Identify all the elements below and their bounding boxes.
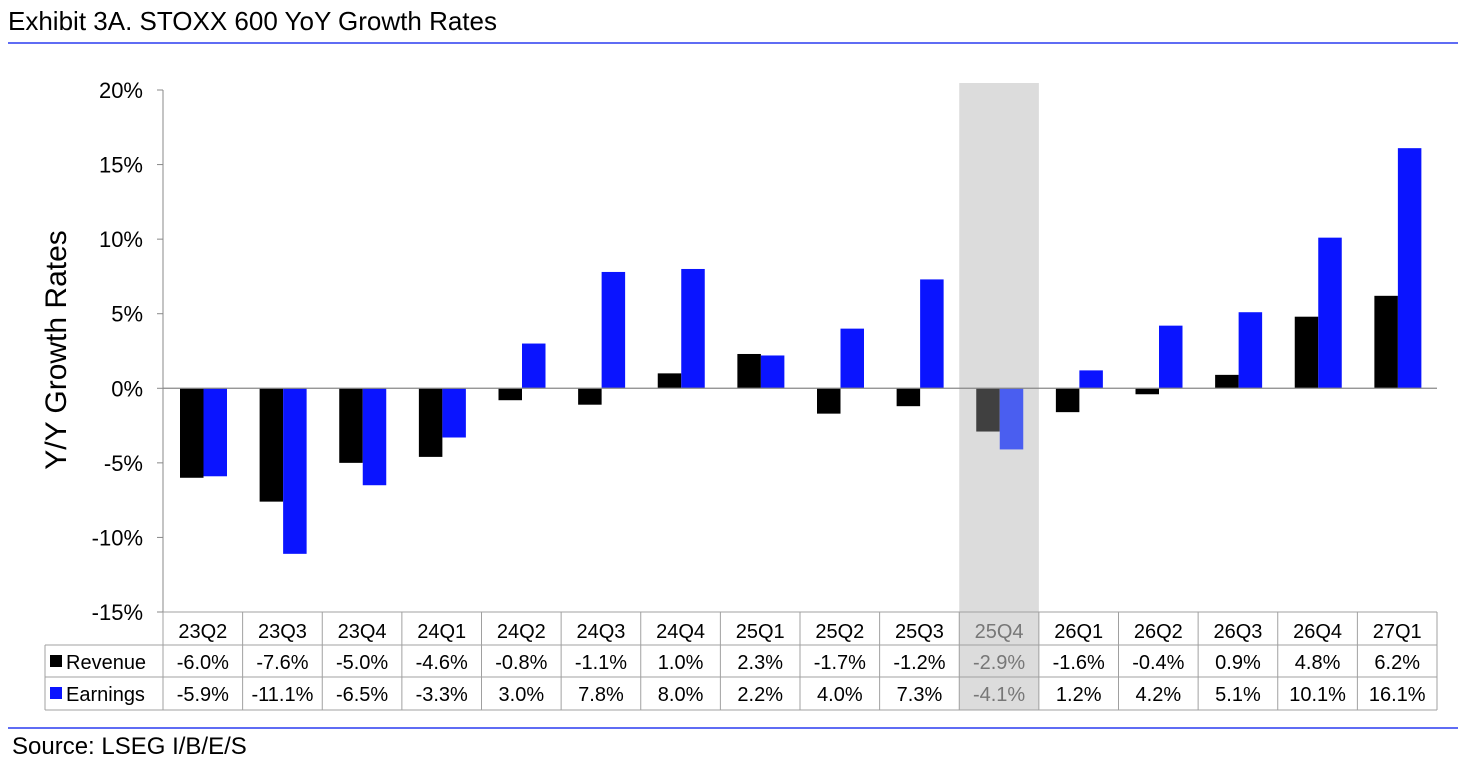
bar-revenue	[1135, 388, 1159, 395]
bar-earnings	[1397, 148, 1422, 389]
bar-revenue	[976, 388, 1000, 432]
bar-revenue	[180, 388, 204, 478]
x-category-label: 26Q4	[1293, 621, 1342, 643]
data-label-earnings: -4.1%	[973, 684, 1025, 706]
bar-earnings	[920, 279, 944, 389]
x-category-label: 24Q2	[497, 621, 546, 643]
bar-revenue	[259, 388, 284, 502]
data-label-revenue: -7.6%	[256, 652, 308, 674]
data-label-revenue: -1.1%	[575, 652, 627, 674]
bar-earnings	[1079, 370, 1103, 389]
bar-revenue	[1374, 295, 1398, 389]
y-tick-label: 10%	[99, 227, 143, 252]
data-label-earnings: -6.5%	[336, 684, 388, 706]
data-label-revenue: -5.0%	[336, 652, 388, 674]
bar-earnings	[1318, 237, 1342, 389]
x-category-label: 24Q3	[576, 621, 625, 643]
data-label-revenue: -0.8%	[495, 652, 547, 674]
data-label-revenue: -1.2%	[893, 652, 945, 674]
y-axis-title: Y/Y Growth Rates	[40, 230, 73, 470]
bar-earnings	[442, 388, 466, 438]
x-category-label: 24Q1	[417, 621, 466, 643]
x-category-label: 24Q4	[656, 621, 705, 643]
bar-earnings	[203, 388, 227, 477]
data-label-earnings: -5.9%	[177, 684, 229, 706]
data-label-earnings: 1.2%	[1056, 684, 1102, 706]
bar-revenue	[498, 388, 522, 401]
legend-swatch-revenue	[50, 655, 62, 667]
y-tick-label: -5%	[104, 451, 143, 476]
x-category-label: 23Q3	[258, 621, 307, 643]
x-category-label: 26Q1	[1054, 621, 1103, 643]
bar-earnings	[522, 343, 546, 389]
data-label-revenue: 6.2%	[1374, 652, 1420, 674]
y-tick-label: -15%	[92, 600, 143, 625]
x-category-label: 25Q4	[975, 621, 1024, 643]
bar-earnings	[840, 328, 864, 389]
data-label-earnings: 5.1%	[1215, 684, 1261, 706]
y-tick-label: 15%	[99, 153, 143, 178]
chart-title: Exhibit 3A. STOXX 600 YoY Growth Rates	[8, 6, 497, 36]
data-label-revenue: 2.3%	[737, 652, 783, 674]
y-tick-label: 5%	[111, 302, 143, 327]
x-category-label: 25Q3	[895, 621, 944, 643]
data-label-earnings: 4.2%	[1136, 684, 1182, 706]
source-note: Source: LSEG I/B/E/S	[12, 733, 247, 760]
bar-earnings	[283, 388, 307, 554]
data-label-earnings: -3.3%	[416, 684, 468, 706]
legend-label-earnings: Earnings	[66, 684, 145, 706]
data-label-revenue: -1.7%	[814, 652, 866, 674]
bar-revenue	[896, 388, 921, 407]
data-label-revenue: -6.0%	[177, 652, 229, 674]
data-label-earnings: -11.1%	[251, 684, 313, 706]
bar-earnings	[999, 388, 1024, 450]
y-tick-label: 0%	[111, 376, 143, 401]
data-label-earnings: 7.3%	[897, 684, 943, 706]
bar-revenue	[339, 388, 363, 463]
bar-earnings	[681, 268, 705, 389]
bar-earnings	[601, 271, 626, 389]
bar-revenue	[418, 388, 443, 457]
legend-swatch-earnings	[50, 687, 62, 699]
bar-revenue	[1294, 316, 1319, 389]
data-label-earnings: 2.2%	[737, 684, 783, 706]
bar-revenue	[1215, 374, 1239, 389]
bar-earnings	[760, 355, 785, 389]
data-label-revenue: 1.0%	[658, 652, 704, 674]
bar-earnings	[362, 388, 387, 486]
bar-revenue	[578, 388, 602, 405]
legend-label-revenue: Revenue	[66, 652, 146, 674]
bar-revenue	[737, 353, 761, 389]
x-category-label: 23Q4	[338, 621, 387, 643]
x-category-label: 27Q1	[1373, 621, 1422, 643]
data-label-revenue: -1.6%	[1053, 652, 1105, 674]
x-category-label: 26Q2	[1134, 621, 1183, 643]
x-category-label: 26Q3	[1213, 621, 1262, 643]
y-tick-label: -10%	[92, 525, 143, 550]
bar-revenue	[817, 388, 841, 414]
bar-earnings	[1159, 325, 1183, 389]
bar-revenue	[657, 373, 682, 389]
data-label-earnings: 4.0%	[817, 684, 863, 706]
bar-earnings	[1238, 312, 1263, 389]
bar-revenue	[1055, 388, 1080, 413]
x-category-label: 25Q1	[736, 621, 785, 643]
data-label-earnings: 10.1%	[1289, 684, 1346, 706]
x-category-label: 23Q2	[178, 621, 227, 643]
data-label-revenue: -4.6%	[416, 652, 468, 674]
y-tick-label: 20%	[99, 78, 143, 103]
data-label-revenue: 4.8%	[1295, 652, 1341, 674]
data-label-earnings: 7.8%	[578, 684, 624, 706]
data-label-earnings: 8.0%	[658, 684, 704, 706]
data-label-earnings: 3.0%	[499, 684, 545, 706]
data-label-revenue: -0.4%	[1132, 652, 1184, 674]
data-label-revenue: -2.9%	[973, 652, 1025, 674]
data-label-revenue: 0.9%	[1215, 652, 1261, 674]
x-category-label: 25Q2	[815, 621, 864, 643]
data-label-earnings: 16.1%	[1369, 684, 1426, 706]
